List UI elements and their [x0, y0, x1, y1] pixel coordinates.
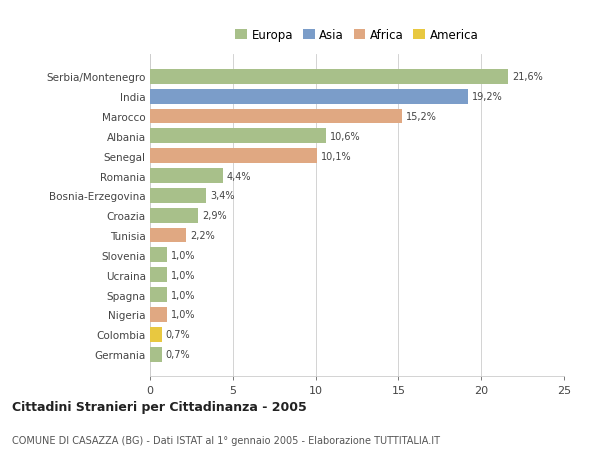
Legend: Europa, Asia, Africa, America: Europa, Asia, Africa, America — [235, 29, 479, 42]
Text: Cittadini Stranieri per Cittadinanza - 2005: Cittadini Stranieri per Cittadinanza - 2… — [12, 400, 307, 413]
Bar — [150, 308, 167, 322]
Bar — [150, 268, 167, 283]
Text: 1,0%: 1,0% — [170, 270, 195, 280]
Bar — [150, 149, 317, 164]
Text: 2,9%: 2,9% — [202, 211, 227, 221]
Bar — [150, 109, 402, 124]
Text: COMUNE DI CASAZZA (BG) - Dati ISTAT al 1° gennaio 2005 - Elaborazione TUTTITALIA: COMUNE DI CASAZZA (BG) - Dati ISTAT al 1… — [12, 435, 440, 445]
Bar — [150, 248, 167, 263]
Text: 4,4%: 4,4% — [227, 171, 251, 181]
Bar — [150, 129, 326, 144]
Text: 15,2%: 15,2% — [406, 112, 437, 122]
Bar — [150, 208, 198, 223]
Bar — [150, 70, 508, 84]
Bar — [150, 228, 187, 243]
Text: 2,2%: 2,2% — [191, 230, 215, 241]
Text: 0,7%: 0,7% — [166, 330, 190, 340]
Bar — [150, 189, 206, 203]
Bar — [150, 90, 468, 104]
Bar — [150, 347, 161, 362]
Text: 0,7%: 0,7% — [166, 349, 190, 359]
Bar — [150, 287, 167, 302]
Text: 1,0%: 1,0% — [170, 250, 195, 260]
Text: 21,6%: 21,6% — [512, 72, 542, 82]
Text: 19,2%: 19,2% — [472, 92, 503, 102]
Bar — [150, 169, 223, 184]
Text: 1,0%: 1,0% — [170, 290, 195, 300]
Text: 10,6%: 10,6% — [329, 132, 361, 141]
Text: 3,4%: 3,4% — [211, 191, 235, 201]
Text: 1,0%: 1,0% — [170, 310, 195, 320]
Text: 10,1%: 10,1% — [322, 151, 352, 161]
Bar — [150, 327, 161, 342]
